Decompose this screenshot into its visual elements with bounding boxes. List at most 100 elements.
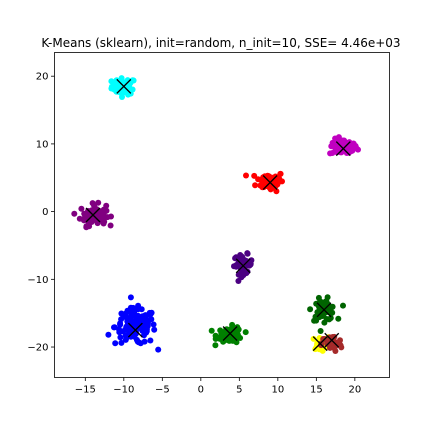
data-point	[332, 135, 339, 142]
chart-title: K-Means (sklearn), init=random, n_init=1…	[41, 36, 400, 50]
data-point	[319, 347, 326, 354]
data-point	[233, 339, 240, 346]
data-point	[134, 313, 141, 320]
centroid-marker	[324, 332, 340, 348]
y-axis-ticks: −20 −10 0 10 20	[27, 72, 55, 354]
data-point	[307, 306, 314, 313]
data-point	[122, 336, 129, 343]
data-point	[328, 304, 335, 311]
cluster-magenta	[327, 134, 361, 157]
data-point	[118, 310, 125, 317]
data-point	[111, 86, 118, 93]
data-point	[226, 336, 233, 343]
data-point	[340, 302, 346, 309]
data-point	[103, 202, 110, 209]
data-point	[155, 346, 162, 353]
data-point	[134, 317, 141, 324]
data-point	[247, 260, 254, 267]
data-point	[147, 311, 154, 318]
data-point	[329, 139, 336, 146]
data-point	[145, 319, 151, 326]
data-point	[108, 78, 115, 85]
centroid-marker	[116, 78, 132, 94]
x-tick-label: 10	[271, 385, 284, 396]
data-point	[350, 140, 357, 147]
y-tick-label: −20	[27, 343, 48, 354]
data-point	[90, 217, 97, 224]
data-point	[340, 138, 347, 145]
y-tick-label: 10	[36, 139, 49, 150]
data-point	[129, 77, 136, 84]
data-point	[212, 342, 219, 349]
data-point	[141, 338, 148, 345]
axes-frame	[54, 52, 390, 378]
centroid-marker	[127, 322, 143, 338]
cluster-red	[243, 170, 285, 195]
data-point	[107, 222, 114, 229]
cluster-blue	[105, 294, 162, 353]
x-tick-label: −15	[75, 385, 96, 396]
x-tick-label: 0	[198, 385, 204, 396]
data-point	[150, 321, 157, 328]
data-point	[78, 205, 85, 212]
data-point	[111, 324, 117, 331]
data-point	[117, 320, 124, 327]
y-tick-label: −10	[27, 275, 48, 286]
data-point	[235, 326, 242, 333]
x-tick-label: 5	[236, 385, 242, 396]
centroid-marker	[316, 302, 332, 318]
data-point	[124, 307, 131, 314]
centroid-marker	[335, 141, 351, 157]
points-layer	[71, 75, 361, 354]
data-point	[353, 145, 360, 152]
data-point	[332, 348, 339, 354]
data-point	[334, 145, 341, 152]
y-tick-label: 20	[36, 72, 49, 83]
data-point	[122, 326, 129, 333]
data-point	[335, 315, 342, 322]
data-point	[277, 170, 284, 177]
data-point	[208, 327, 215, 334]
data-point	[243, 172, 249, 179]
data-point	[235, 333, 242, 340]
x-tick-label: −10	[113, 385, 134, 396]
data-point	[71, 210, 78, 217]
data-point	[233, 262, 240, 268]
data-point	[125, 82, 132, 89]
data-point	[122, 332, 129, 339]
centroid-marker	[312, 336, 328, 352]
data-point	[337, 337, 343, 344]
data-point	[329, 150, 336, 156]
data-point	[86, 223, 93, 230]
data-point	[151, 326, 158, 333]
y-tick-label: 0	[42, 207, 48, 218]
x-tick-label: −5	[155, 385, 170, 396]
data-point	[105, 331, 112, 338]
data-point	[143, 326, 150, 333]
data-point	[214, 334, 221, 341]
data-point	[270, 178, 277, 185]
cluster-darkgreen	[307, 294, 346, 334]
data-point	[90, 207, 97, 214]
x-tick-label: 15	[310, 385, 323, 396]
data-point	[273, 188, 280, 195]
data-point	[130, 326, 137, 333]
centroid-marker	[235, 258, 251, 274]
data-point	[127, 294, 134, 301]
centroids-layer	[85, 78, 351, 352]
data-point	[117, 334, 124, 341]
data-point	[251, 172, 258, 179]
data-point	[237, 252, 244, 258]
data-point	[118, 339, 125, 346]
data-point	[310, 335, 317, 342]
data-point	[95, 199, 102, 206]
x-tick-label: 20	[348, 385, 361, 396]
data-point	[321, 319, 328, 326]
centroid-marker	[262, 175, 278, 190]
centroid-marker	[85, 207, 101, 223]
data-point	[326, 316, 333, 323]
data-point	[112, 340, 119, 347]
data-point	[255, 176, 262, 183]
centroid-marker	[222, 326, 238, 341]
